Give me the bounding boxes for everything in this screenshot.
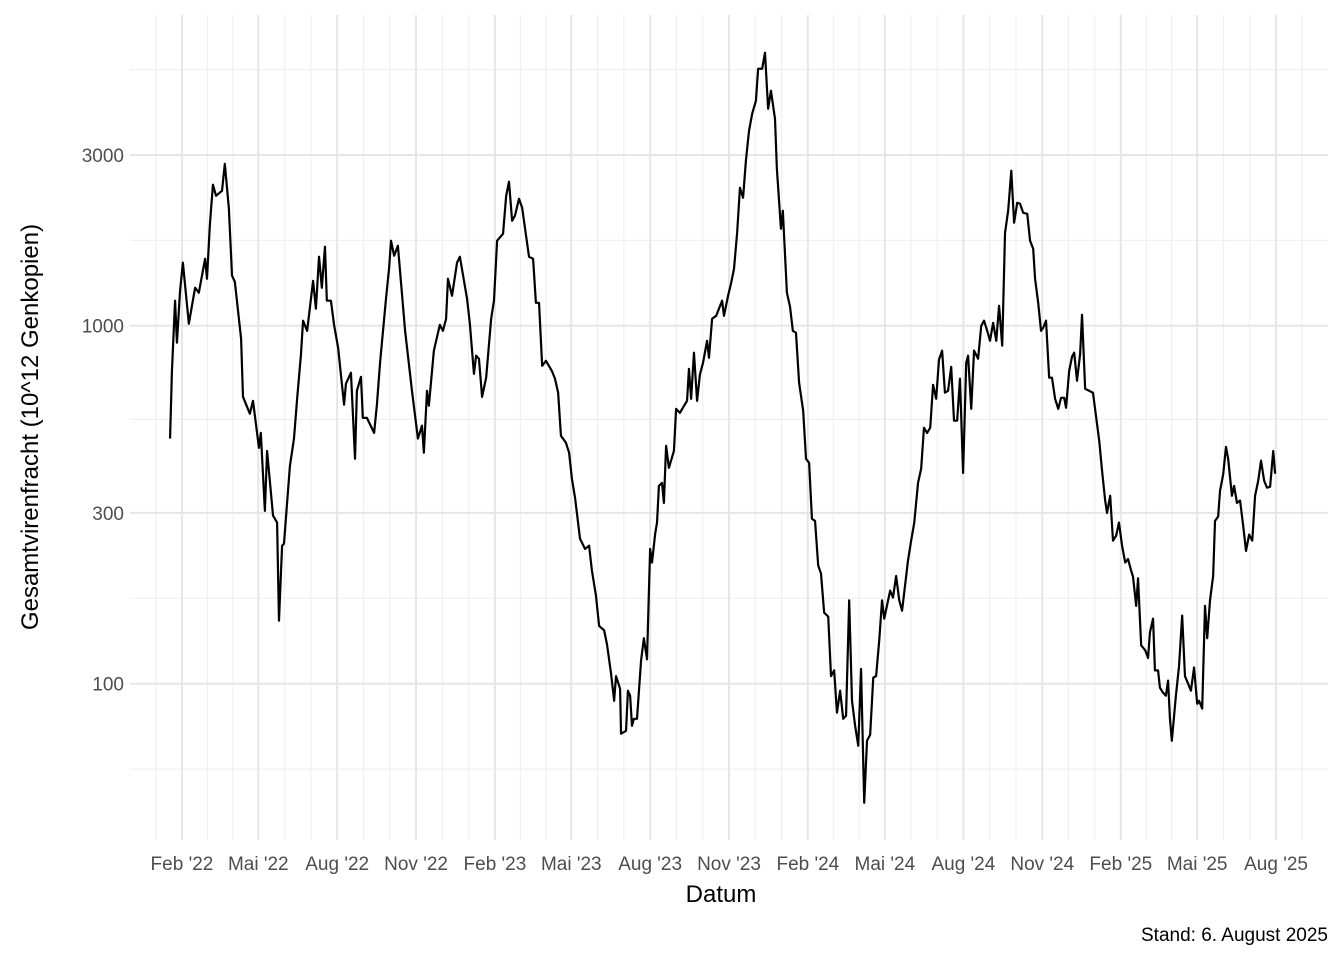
x-axis-title: Datum: [686, 881, 757, 908]
x-tick-label: Mai '24: [855, 854, 916, 875]
y-tick-label: 1000: [82, 317, 124, 338]
x-tick-label: Aug '25: [1244, 854, 1308, 875]
x-tick-label: Mai '25: [1167, 854, 1228, 875]
line-series: [168, 51, 1277, 804]
x-tick-label: Nov '24: [1010, 854, 1074, 875]
x-tick-label: Feb '22: [151, 854, 214, 875]
x-tick-label: Nov '22: [384, 854, 448, 875]
y-tick-label: 100: [92, 675, 124, 696]
x-tick-label: Feb '25: [1089, 854, 1152, 875]
y-tick-label: 3000: [82, 146, 124, 167]
grid: [130, 15, 1328, 840]
x-tick-label: Mai '22: [228, 854, 289, 875]
y-axis-title: Gesamtvirenfracht (10^12 Genkopien): [17, 224, 44, 630]
y-tick-label: 300: [92, 504, 124, 525]
plot-marks: [168, 51, 1277, 804]
x-tick-label: Mai '23: [541, 854, 602, 875]
x-tick-label: Feb '24: [776, 854, 839, 875]
x-tick-label: Feb '23: [464, 854, 527, 875]
labels: 100 300 1000 3000 Feb '22 Mai '22 Aug '22 Nov '…: [82, 146, 1308, 875]
x-tick-label: Aug '24: [931, 854, 995, 875]
x-tick-label: Aug '22: [305, 854, 369, 875]
x-tick-label: Aug '23: [618, 854, 682, 875]
caption: Stand: 6. August 2025: [1141, 925, 1328, 946]
x-tick-label: Nov '23: [697, 854, 761, 875]
